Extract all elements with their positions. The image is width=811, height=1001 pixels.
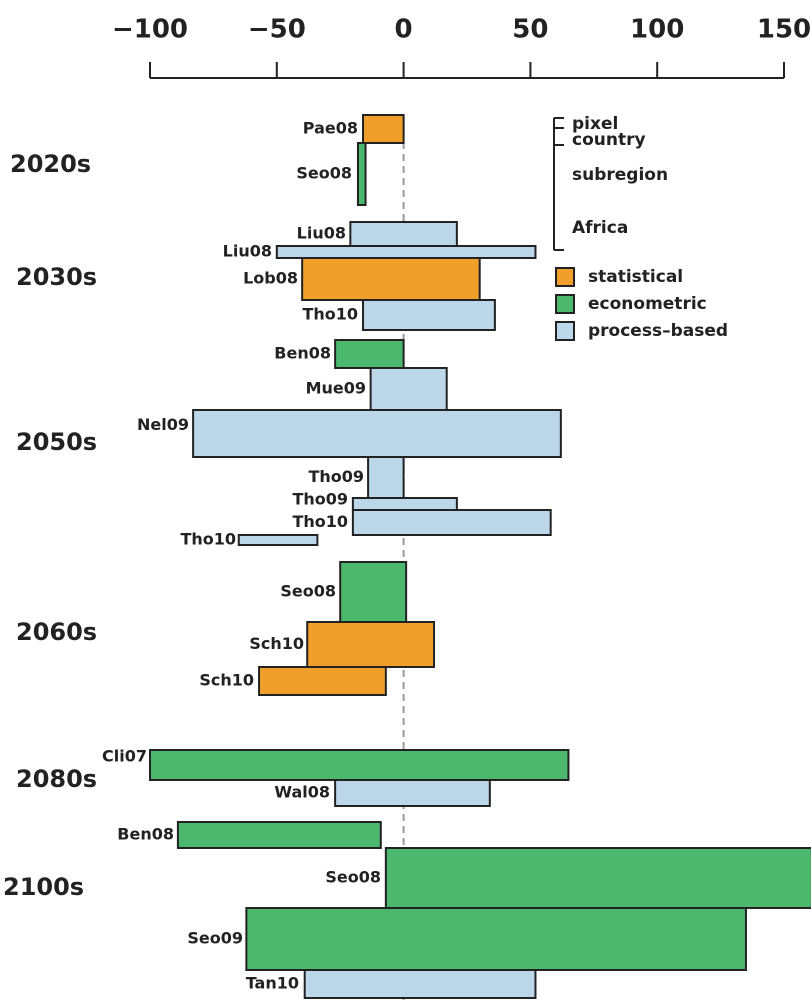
- bar-label: Seo09: [187, 929, 243, 948]
- group-label: 2100s: [3, 873, 84, 901]
- bar-label: Ben08: [274, 344, 331, 363]
- bar: [301, 257, 481, 301]
- bar: [351, 509, 552, 536]
- bar-label: Seo08: [280, 582, 336, 601]
- x-tick-label: −100: [112, 15, 188, 45]
- scale-label: pixel: [572, 114, 618, 134]
- bar: [356, 142, 367, 206]
- bar-label: Tho10: [292, 512, 348, 531]
- bar: [306, 621, 436, 668]
- bar: [303, 969, 537, 999]
- bar: [369, 367, 448, 411]
- bar-label: Sch10: [199, 671, 254, 690]
- bar: [245, 907, 747, 971]
- x-tick-label: 100: [630, 15, 684, 45]
- scale-label: Africa: [572, 218, 628, 238]
- legend-swatch: [555, 267, 575, 287]
- group-label: 2050s: [16, 428, 97, 456]
- bar-label: Tho10: [180, 530, 236, 549]
- bar-label: Mue09: [306, 379, 366, 398]
- bar-label: Liu08: [223, 242, 272, 261]
- x-tick-label: 150: [757, 15, 811, 45]
- bar-label: Nel09: [137, 415, 189, 434]
- bar-label: Liu08: [297, 224, 346, 243]
- bar: [176, 821, 382, 849]
- bar: [334, 339, 405, 369]
- bar: [384, 847, 811, 909]
- group-label: 2080s: [16, 765, 97, 793]
- bar-label: Tho10: [302, 305, 358, 324]
- bar-label: Ben08: [117, 825, 174, 844]
- x-tick-label: −50: [248, 15, 306, 45]
- bar: [237, 534, 319, 546]
- scale-label: subregion: [572, 165, 668, 185]
- bar-label: Seo08: [325, 868, 381, 887]
- group-label: 2020s: [10, 150, 91, 178]
- bar: [367, 456, 405, 499]
- legend-swatch: [555, 321, 575, 341]
- x-tick-label: 0: [395, 15, 413, 45]
- bar: [275, 245, 537, 259]
- bar: [258, 666, 387, 696]
- legend-label: process–based: [588, 321, 728, 341]
- bar: [362, 114, 405, 144]
- bar: [362, 299, 496, 331]
- bar: [349, 221, 458, 247]
- bar-label: Wal08: [274, 783, 330, 802]
- group-label: 2060s: [16, 618, 97, 646]
- bar: [149, 749, 570, 781]
- bar-label: Cli07: [102, 747, 147, 766]
- bar-label: Sch10: [249, 634, 304, 653]
- bar-label: Tho09: [308, 467, 364, 486]
- bar-label: Lob08: [243, 269, 298, 288]
- scale-bracket: [553, 117, 564, 251]
- bar: [192, 409, 562, 458]
- bar-label: Seo08: [296, 164, 352, 183]
- group-label: 2030s: [16, 263, 97, 291]
- x-tick-label: 50: [512, 15, 548, 45]
- bar: [334, 779, 491, 807]
- legend-label: econometric: [588, 294, 707, 314]
- scale-label: country: [572, 130, 646, 150]
- bar-label: Pae08: [303, 119, 358, 138]
- bar-label: Tho09: [292, 490, 348, 509]
- bar: [351, 497, 458, 511]
- bar: [339, 561, 408, 623]
- legend-swatch: [555, 294, 575, 314]
- legend-label: statistical: [588, 267, 683, 287]
- bar-label: Tan10: [246, 974, 299, 993]
